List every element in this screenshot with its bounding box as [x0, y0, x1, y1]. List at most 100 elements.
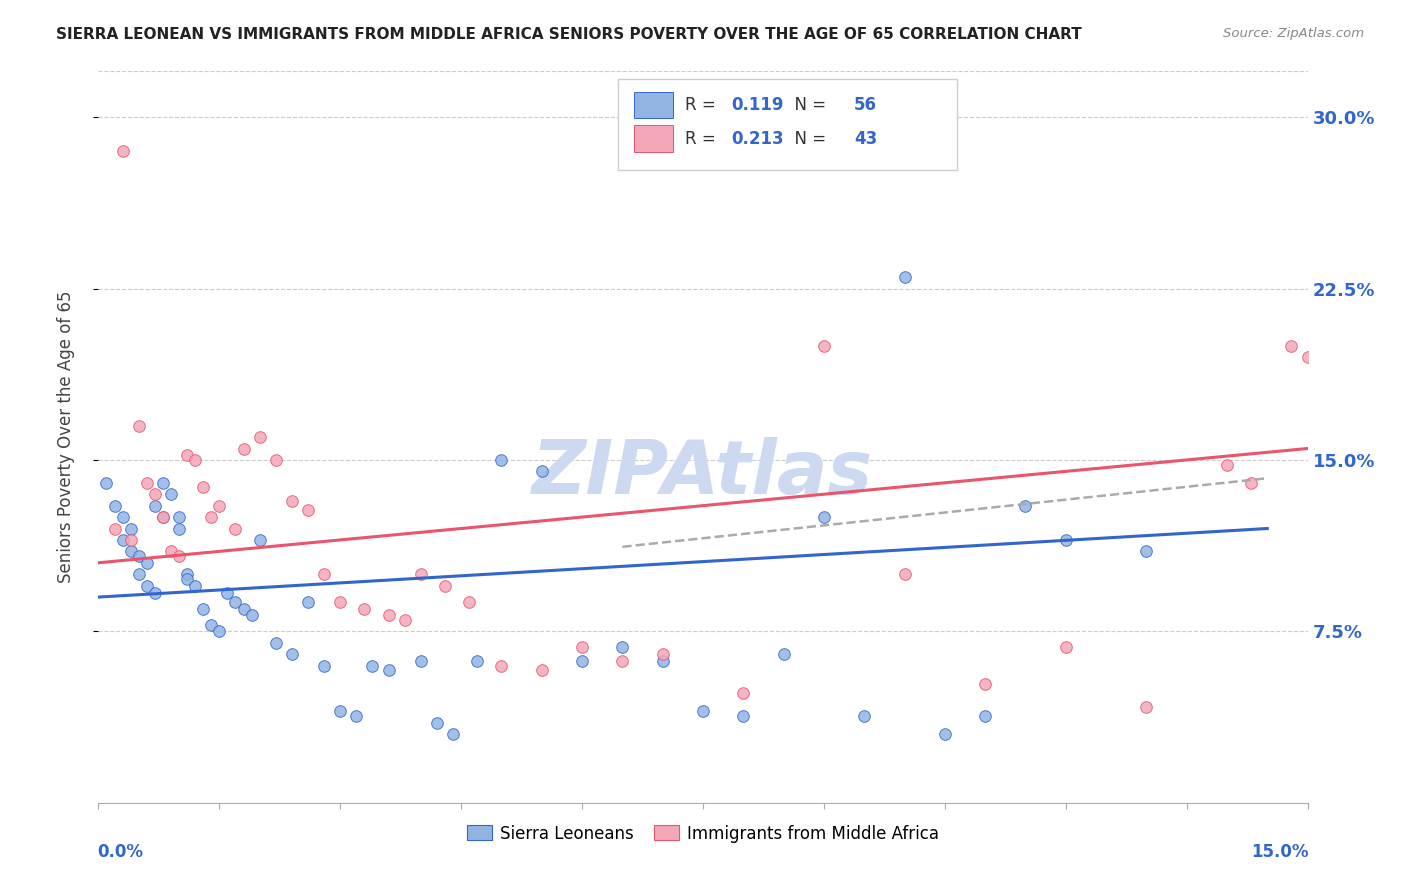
Point [111, 510, 134, 524]
Point [184, 579, 207, 593]
Point [733, 709, 755, 723]
Text: 0.119: 0.119 [731, 96, 783, 114]
Point [232, 442, 254, 456]
Point [200, 510, 222, 524]
Point [184, 453, 207, 467]
Point [240, 608, 263, 623]
Point [1135, 699, 1157, 714]
Point [176, 572, 198, 586]
Point [120, 533, 142, 547]
Point [160, 544, 183, 558]
FancyBboxPatch shape [634, 126, 672, 152]
Point [152, 510, 174, 524]
Point [200, 617, 222, 632]
Point [394, 613, 416, 627]
Text: 0.0%: 0.0% [97, 843, 143, 861]
Text: N =: N = [785, 129, 831, 148]
Point [612, 654, 634, 668]
Point [692, 705, 714, 719]
Point [465, 654, 488, 668]
Point [974, 677, 997, 691]
Point [733, 686, 755, 700]
Point [974, 709, 997, 723]
Point [893, 270, 915, 285]
Point [152, 475, 174, 490]
Text: R =: R = [685, 129, 721, 148]
Point [167, 510, 190, 524]
Point [193, 601, 215, 615]
Point [135, 556, 157, 570]
Point [651, 654, 673, 668]
Point [135, 579, 157, 593]
Point [571, 640, 593, 655]
Point [208, 624, 231, 639]
Point [530, 464, 553, 478]
Point [491, 658, 513, 673]
Point [344, 709, 367, 723]
Point [167, 549, 190, 563]
Point [377, 608, 399, 623]
Point [281, 647, 304, 661]
Point [193, 480, 215, 494]
Point [96, 475, 118, 490]
Text: SIERRA LEONEAN VS IMMIGRANTS FROM MIDDLE AFRICA SENIORS POVERTY OVER THE AGE OF : SIERRA LEONEAN VS IMMIGRANTS FROM MIDDLE… [56, 27, 1083, 42]
Text: 43: 43 [855, 129, 877, 148]
Point [167, 521, 190, 535]
Point [152, 510, 174, 524]
Point [249, 533, 271, 547]
Point [426, 715, 449, 730]
FancyBboxPatch shape [634, 92, 672, 118]
Point [314, 658, 336, 673]
Text: R =: R = [685, 96, 721, 114]
Point [120, 544, 142, 558]
Point [441, 727, 464, 741]
Point [249, 430, 271, 444]
Point [120, 521, 142, 535]
Point [128, 549, 150, 563]
Point [224, 595, 246, 609]
Point [934, 727, 956, 741]
Y-axis label: Seniors Poverty Over the Age of 65: Seniors Poverty Over the Age of 65 [56, 291, 75, 583]
Point [409, 567, 432, 582]
Point [1054, 640, 1077, 655]
Point [217, 585, 239, 599]
Point [377, 663, 399, 677]
Point [1135, 544, 1157, 558]
Text: 56: 56 [855, 96, 877, 114]
Point [1281, 338, 1303, 352]
Point [853, 709, 876, 723]
Point [297, 595, 319, 609]
Point [103, 499, 125, 513]
Point [353, 601, 375, 615]
FancyBboxPatch shape [619, 78, 957, 170]
Text: Source: ZipAtlas.com: Source: ZipAtlas.com [1223, 27, 1364, 40]
Point [893, 567, 915, 582]
Point [176, 449, 198, 463]
Legend: Sierra Leoneans, Immigrants from Middle Africa: Sierra Leoneans, Immigrants from Middle … [460, 818, 946, 849]
Point [281, 494, 304, 508]
Point [143, 499, 166, 513]
Point [176, 567, 198, 582]
Point [111, 533, 134, 547]
Point [160, 487, 183, 501]
Text: N =: N = [785, 96, 831, 114]
Point [571, 654, 593, 668]
Point [409, 654, 432, 668]
Point [135, 475, 157, 490]
Point [143, 487, 166, 501]
Point [329, 595, 352, 609]
Point [772, 647, 794, 661]
Point [103, 521, 125, 535]
Point [111, 145, 134, 159]
Point [264, 636, 287, 650]
Point [1240, 475, 1263, 490]
Point [128, 567, 150, 582]
Text: 15.0%: 15.0% [1251, 843, 1309, 861]
Point [329, 705, 352, 719]
Point [361, 658, 384, 673]
Point [1014, 499, 1036, 513]
Point [458, 595, 481, 609]
Point [128, 418, 150, 433]
Point [530, 663, 553, 677]
Point [612, 640, 634, 655]
